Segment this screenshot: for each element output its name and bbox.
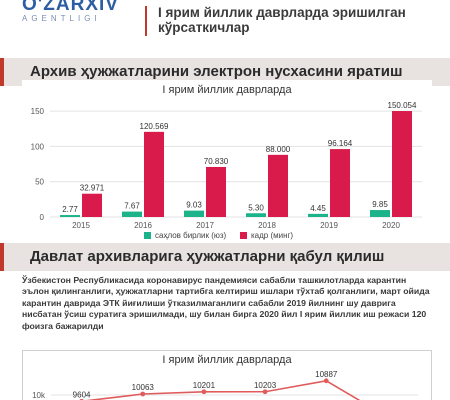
data-label-b: 96.164 xyxy=(328,139,353,148)
logo: O'ZARXIV AGENTLIGI xyxy=(22,0,142,30)
line-data-label: 10203 xyxy=(254,381,277,390)
section-title: Давлат архивларига ҳужжатларни қабул қил… xyxy=(30,248,385,265)
bar-series-a xyxy=(246,213,266,217)
bar-series-b xyxy=(82,193,102,217)
line-point xyxy=(262,389,268,395)
x-tick-label: 2016 xyxy=(134,221,152,230)
data-label-b: 32.971 xyxy=(80,184,105,193)
bar-series-a xyxy=(308,213,328,217)
line-chart: I ярим йиллик даврларда 10k 9604 10063 10201… xyxy=(32,354,418,400)
line-data-label: 10201 xyxy=(193,381,216,390)
bar-series-b xyxy=(268,154,288,217)
x-tick-label: 2020 xyxy=(382,221,400,230)
bar-series-a xyxy=(184,210,204,217)
data-label-a: 7.67 xyxy=(124,202,140,211)
legend-label-a: саҳлов бирлик (юз) xyxy=(155,231,227,240)
data-label-b: 70.830 xyxy=(204,157,229,166)
line-series xyxy=(85,379,361,400)
data-label-b: 150.054 xyxy=(388,101,417,110)
bar-chart: I ярим йиллик даврларда 0 50 100 150 2.77 32.9… xyxy=(31,84,422,240)
legend-label-b: кадр (минг) xyxy=(251,231,293,240)
x-tick-label: 2017 xyxy=(196,221,214,230)
section-title: Архив ҳужжатларини электрон нусхасини яр… xyxy=(30,63,403,80)
legend-swatch-b xyxy=(240,232,247,239)
bar-series-b xyxy=(392,111,412,217)
section-header-accept-documents: Давлат архивларига ҳужжатларни қабул қил… xyxy=(0,243,450,271)
section-accent xyxy=(0,243,4,271)
line-point xyxy=(323,378,329,384)
data-label-a: 5.30 xyxy=(248,203,264,212)
bar-series-b xyxy=(330,149,350,217)
data-label-a: 9.85 xyxy=(372,200,388,209)
legend-swatch-a xyxy=(144,232,151,239)
data-label-b: 88.000 xyxy=(266,145,291,154)
data-label-a: 2.77 xyxy=(62,205,78,214)
data-label-a: 9.03 xyxy=(186,201,202,210)
section-paragraph: Ўзбекистон Республикасида коронавирус па… xyxy=(22,275,430,331)
y-tick-label: 150 xyxy=(31,107,45,116)
logo-main-text: O'ZARXIV xyxy=(22,0,119,15)
chart-title: I ярим йиллик даврларда xyxy=(162,84,292,96)
bar-series-a xyxy=(370,210,390,217)
y-tick-label: 50 xyxy=(35,178,44,187)
section-accent xyxy=(0,58,4,86)
y-tick-label: 0 xyxy=(40,213,45,222)
line-data-label: 10063 xyxy=(132,383,155,392)
bar-series-a xyxy=(60,215,80,217)
bar-series-b xyxy=(206,166,226,217)
x-tick-label: 2015 xyxy=(72,221,90,230)
line-point xyxy=(140,391,146,397)
bar-series-b xyxy=(144,131,164,217)
data-label-a: 4.45 xyxy=(310,204,326,213)
logo-sub-text: AGENTLIGI xyxy=(22,14,101,23)
line-point xyxy=(201,389,207,395)
bar-chart-container: I ярим йиллик даврларда 0 50 100 150 2.77 32.9… xyxy=(22,80,432,248)
header-divider xyxy=(145,6,147,36)
line-data-label: 10887 xyxy=(315,370,338,379)
data-label-b: 120.569 xyxy=(140,122,169,131)
y-tick-label: 100 xyxy=(31,142,45,151)
page-title: I ярим йиллик даврларда эришилган кўрсат… xyxy=(158,5,406,35)
line-data-label: 9604 xyxy=(73,390,91,399)
y-tick-label: 10k xyxy=(32,391,46,400)
chart-title: I ярим йиллик даврларда xyxy=(162,354,292,366)
x-tick-label: 2019 xyxy=(320,221,338,230)
x-tick-label: 2018 xyxy=(258,221,276,230)
bar-series-a xyxy=(122,211,142,217)
line-chart-container: I ярим йиллик даврларда 10k 9604 10063 10201… xyxy=(22,350,432,400)
